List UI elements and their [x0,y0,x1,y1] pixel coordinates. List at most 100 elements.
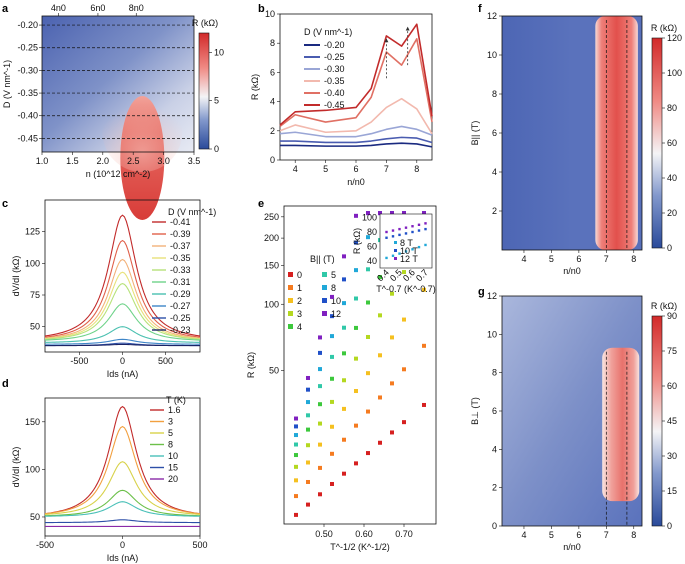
panel-e-data-point [390,291,394,296]
panel-e-data-point [366,300,370,305]
panel-e-xlabel: T^-1/2 (K^-1/2) [330,542,389,552]
panel-e-ytick-label: 250 [264,212,279,222]
panel-f-colorbar-tick-label: 80 [667,103,677,113]
panel-d-xtick-label: 0 [120,540,125,550]
panel-e-inset-point [417,223,421,226]
panel-c-xtick-label: 0 [120,356,125,366]
panel-g-ytick-label: 10 [487,329,497,339]
panel-g-xlabel: n/n0 [563,542,581,552]
panel-a-ytick-label: -0.45 [17,133,38,143]
panel-c-ytick-label: 100 [25,258,40,268]
panel-b-series-line [280,136,433,144]
panel-a-xtick-label: 1.5 [66,156,79,166]
panel-e-legend-swatch [322,272,327,277]
panel-e-legend-label: 8 [331,283,336,293]
panel-e-legend-label: 5 [331,270,336,280]
panel-d-legend-label: 1.6 [168,405,181,415]
panel-a-top-label: 6n0 [90,3,105,13]
panel-f-ytick-label: 8 [492,89,497,99]
panel-b-ytick-label: 4 [270,97,275,107]
plot-layer: 1.0 1.5 2.0 2.5 3.0 3.5 -0.20 -0.25 -0.30 -0.35 -0… [2,3,682,563]
panel-e-data-point [342,277,346,282]
panel-g-colorbar-tick-label: 90 [667,311,677,321]
panel-f-xtick-label: 7 [604,254,609,264]
panel-e-data-point [330,399,334,404]
panel-f-ytick-label: 12 [487,11,497,21]
panel-e-inset-point [404,226,408,229]
panel-e-ylabel: R (kΩ) [246,352,256,378]
panel-b-series-line [279,38,433,128]
panel-e-data-point [390,430,394,435]
panel-e-legend-label: 3 [297,309,302,319]
panel-d-series-line [44,501,201,517]
panel-b-ytick-label: 10 [265,9,275,19]
panel-f-xlabel: n/n0 [563,266,581,276]
panel-g-xtick-label: 6 [576,530,581,540]
panel-label-e: e [258,198,264,210]
panel-d-legend-title: T (K) [166,395,186,405]
panel-e-inset-legend: 12 T [400,254,418,264]
panel-c-series-line [44,239,201,338]
panel-a-colorbar-tick-label: 0 [214,144,219,154]
panel-e-legend-swatch [288,311,293,316]
panel-e-data-point [354,356,358,361]
panel-g-colorbar [651,315,663,527]
panel-e-data-point [342,351,346,356]
panel-f-high-resistance-region [595,16,638,250]
panel-e-legend-label: 10 [331,296,341,306]
panel-e-data-point [342,301,346,306]
panel-e-data-point [294,433,298,438]
panel-label-d: d [2,378,9,390]
panel-c-legend-label: -0.35 [170,253,191,263]
panel-label-g: g [478,286,485,298]
panel-g-ytick-label: 8 [492,368,497,378]
panel-e-inset-legend-swatch [394,249,397,252]
panel-f-colorbar-tick-label: 100 [667,68,682,78]
panel-b-legend-label: -0.45 [324,100,345,110]
panel-e-data-point [318,465,322,470]
panel-g-ytick-label: 6 [492,406,497,416]
panel-e-xtick-label: 0.60 [355,529,373,539]
panel-c-xtick-label: -500 [70,356,88,366]
panel-e-data-point [318,384,322,389]
panel-g-colorbar-tick-label: 60 [667,381,677,391]
panel-a-xtick-label: 1.0 [36,156,49,166]
panel-a-ytick-label: -0.40 [17,111,38,121]
panel-b-xtick-label: 7 [384,164,389,174]
panel-e-data-point [306,427,310,432]
panel-f-xtick-label: 4 [521,254,526,264]
panel-e-data-point [390,211,394,216]
panel-e-data-point [306,400,310,405]
panel-c-legend-label: -0.33 [170,265,191,275]
panel-e-inset-point [385,236,388,239]
panel-e-data-point [342,378,346,383]
panel-e-data-point [354,296,358,301]
panel-f-colorbar-tick-label: 40 [667,173,677,183]
panel-e-data-point [294,416,298,421]
panel-e-data-point [294,494,298,499]
panel-e-data-point [342,406,346,411]
panel-c-legend-label: -0.37 [170,241,191,251]
panel-d-ytick-label: 100 [25,464,40,474]
panel-c-ylabel: dV/dI (kΩ) [11,256,21,297]
panel-d-legend-label: 10 [168,451,178,461]
panel-e-inset-legend-swatch [394,241,397,244]
panel-e-data-point [318,350,322,355]
panel-f-xtick-label: 5 [549,254,554,264]
panel-e-data-point [354,389,358,394]
panel-e-legend-label: 4 [297,322,302,332]
panel-e-inset-ytick-label: 40 [367,256,377,266]
panel-e-data-point [294,453,298,458]
panel-e-inset-point [391,229,395,232]
panel-c: -500 0 500 50 75 100 125 -0.41 -0.39 -0.37 -0.35 -0… [11,199,216,379]
panel-c-series-line [44,271,201,340]
panel-e-data-point [366,211,370,216]
panel-e-data-point [366,409,370,414]
panel-e-data-point [318,492,322,497]
panel-label-f: f [478,3,482,15]
panel-e-data-point [330,314,334,319]
panel-e-data-point [330,424,334,429]
panel-d-ytick-label: 150 [25,417,40,427]
panel-e-data-point [342,325,346,330]
panel-e-data-point [354,325,358,330]
